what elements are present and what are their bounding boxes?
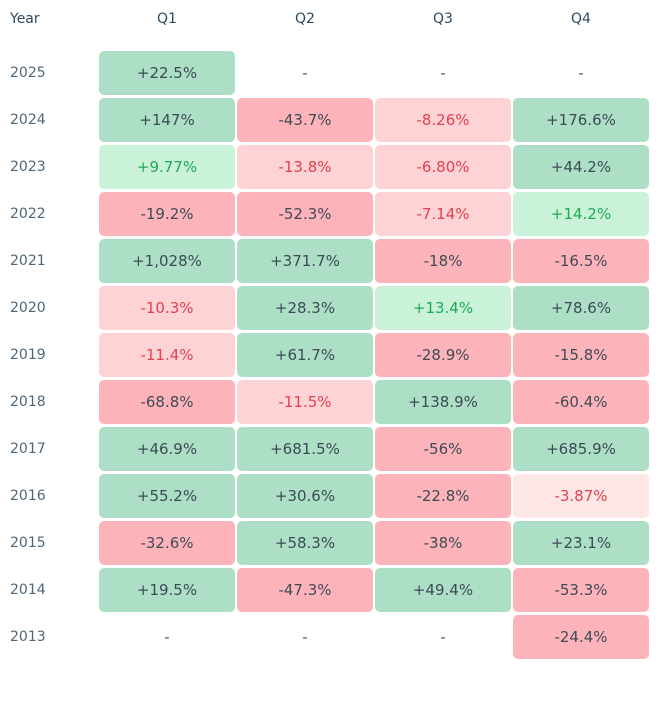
return-cell[interactable]: +1,028% (99, 239, 235, 283)
year-label: 2018 (10, 394, 46, 410)
return-cell[interactable]: -24.4% (513, 615, 649, 659)
return-cell[interactable]: +138.9% (375, 380, 511, 424)
header-q1: Q1 (157, 11, 177, 27)
return-cell: - (440, 64, 446, 82)
header-q4: Q4 (571, 11, 591, 27)
return-cell[interactable]: +9.77% (99, 145, 235, 189)
year-label: 2022 (10, 206, 46, 222)
year-label: 2013 (10, 629, 46, 645)
return-cell[interactable]: +30.6% (237, 474, 373, 518)
return-cell[interactable]: +14.2% (513, 192, 649, 236)
return-cell[interactable]: -6.80% (375, 145, 511, 189)
return-cell[interactable]: -43.7% (237, 98, 373, 142)
return-cell[interactable]: +681.5% (237, 427, 373, 471)
return-cell: - (302, 628, 308, 646)
return-cell[interactable]: +58.3% (237, 521, 373, 565)
return-cell[interactable]: +28.3% (237, 286, 373, 330)
year-label: 2024 (10, 112, 46, 128)
return-cell[interactable]: -3.87% (513, 474, 649, 518)
return-cell[interactable]: -22.8% (375, 474, 511, 518)
return-cell[interactable]: +78.6% (513, 286, 649, 330)
year-label: 2014 (10, 582, 46, 598)
return-cell: - (578, 64, 584, 82)
return-cell[interactable]: -11.5% (237, 380, 373, 424)
return-cell[interactable]: -47.3% (237, 568, 373, 612)
year-label: 2016 (10, 488, 46, 504)
year-label: 2015 (10, 535, 46, 551)
return-cell[interactable]: +371.7% (237, 239, 373, 283)
return-cell[interactable]: -8.26% (375, 98, 511, 142)
return-cell: - (164, 628, 170, 646)
return-cell[interactable]: +46.9% (99, 427, 235, 471)
return-cell[interactable]: -52.3% (237, 192, 373, 236)
return-cell[interactable]: +147% (99, 98, 235, 142)
return-cell[interactable]: +61.7% (237, 333, 373, 377)
return-cell[interactable]: -28.9% (375, 333, 511, 377)
return-cell[interactable]: +22.5% (99, 51, 235, 95)
return-cell[interactable]: -11.4% (99, 333, 235, 377)
year-label: 2025 (10, 65, 46, 81)
year-label: 2023 (10, 159, 46, 175)
return-cell: - (440, 628, 446, 646)
return-cell[interactable]: +685.9% (513, 427, 649, 471)
return-cell[interactable]: -18% (375, 239, 511, 283)
return-cell[interactable]: -56% (375, 427, 511, 471)
return-cell[interactable]: -7.14% (375, 192, 511, 236)
return-cell[interactable]: +19.5% (99, 568, 235, 612)
header-q3: Q3 (433, 11, 453, 27)
year-label: 2020 (10, 300, 46, 316)
year-label: 2019 (10, 347, 46, 363)
header-q2: Q2 (295, 11, 315, 27)
return-cell[interactable]: +13.4% (375, 286, 511, 330)
return-cell[interactable]: -10.3% (99, 286, 235, 330)
return-cell[interactable]: +49.4% (375, 568, 511, 612)
return-cell[interactable]: -38% (375, 521, 511, 565)
return-cell[interactable]: +55.2% (99, 474, 235, 518)
year-label: 2021 (10, 253, 46, 269)
return-cell[interactable]: -19.2% (99, 192, 235, 236)
return-cell[interactable]: -60.4% (513, 380, 649, 424)
return-cell[interactable]: -68.8% (99, 380, 235, 424)
return-cell[interactable]: +23.1% (513, 521, 649, 565)
return-cell[interactable]: +44.2% (513, 145, 649, 189)
return-cell[interactable]: +176.6% (513, 98, 649, 142)
return-cell[interactable]: -53.3% (513, 568, 649, 612)
year-label: 2017 (10, 441, 46, 457)
return-cell[interactable]: -15.8% (513, 333, 649, 377)
return-cell[interactable]: -16.5% (513, 239, 649, 283)
return-cell[interactable]: -32.6% (99, 521, 235, 565)
return-cell[interactable]: -13.8% (237, 145, 373, 189)
return-cell: - (302, 64, 308, 82)
header-year: Year (10, 11, 40, 27)
